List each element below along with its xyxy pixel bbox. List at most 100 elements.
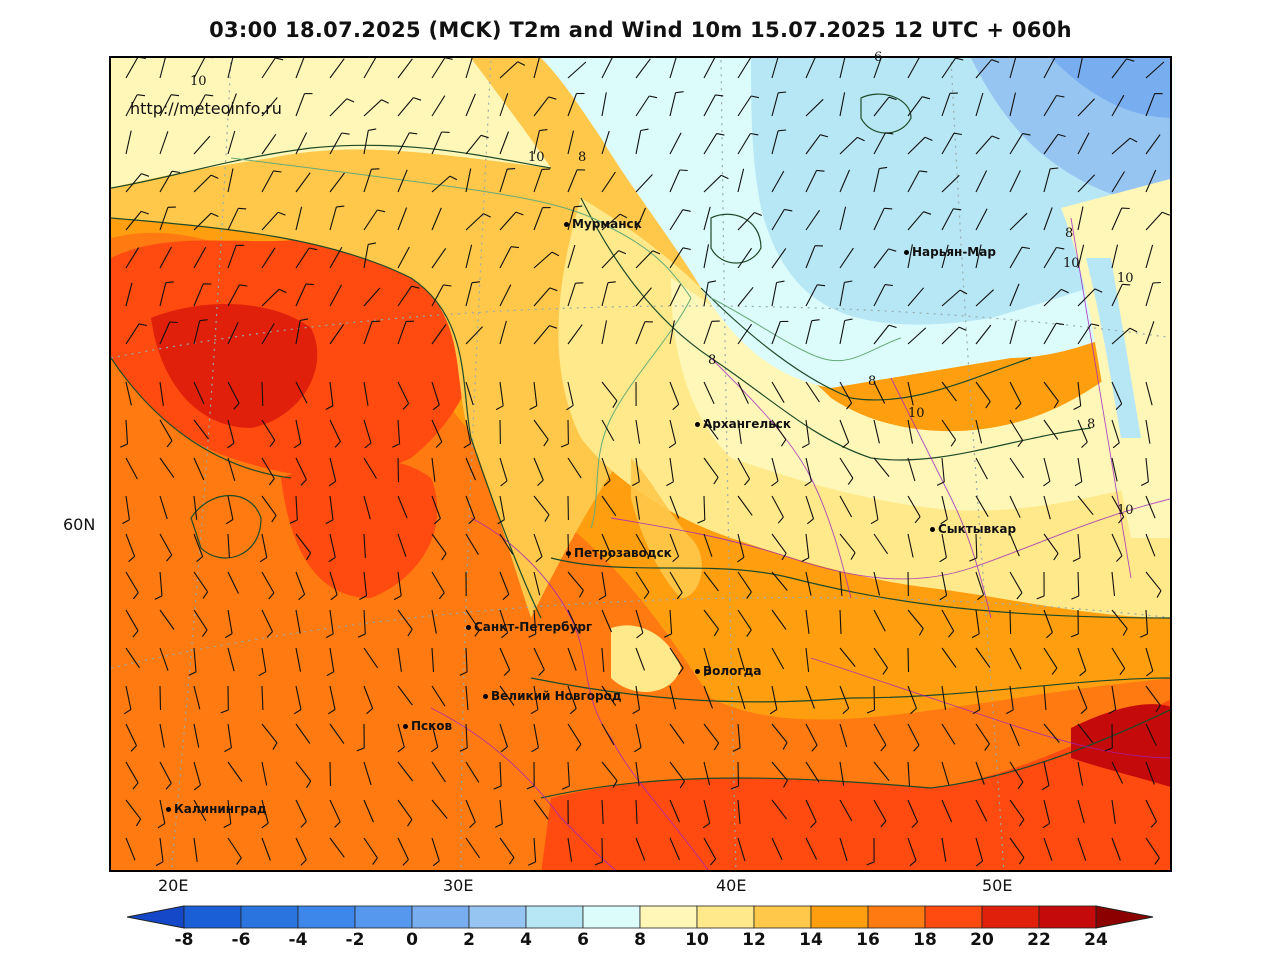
wind-barb <box>329 571 338 596</box>
wind-barb <box>431 247 447 269</box>
city-marker[interactable]: Сыктывкар <box>930 522 1016 536</box>
wind-barb <box>839 247 854 269</box>
wind-barb-flag <box>236 857 242 865</box>
wind-barb <box>1043 723 1060 743</box>
wind-barb <box>1009 495 1021 518</box>
wind-barb-flag <box>746 629 752 637</box>
wind-barb <box>907 381 914 406</box>
wind-barb-flag <box>1056 94 1065 98</box>
wind-barb <box>737 837 746 862</box>
wind-barb-flag <box>432 404 440 411</box>
wind-barb <box>431 761 446 783</box>
wind-barb <box>703 282 709 307</box>
colorbar-swatch <box>297 905 356 929</box>
wind-barb <box>873 495 879 520</box>
wind-barb <box>1077 685 1088 709</box>
wind-barb <box>329 132 343 155</box>
wind-barb <box>1077 174 1096 193</box>
wind-barb-flag <box>438 592 445 600</box>
wind-barb <box>1111 137 1131 155</box>
wind-barb-flag <box>443 284 452 287</box>
wind-barb <box>499 647 511 671</box>
wind-barb <box>465 837 481 859</box>
wind-barb-flag <box>918 628 924 636</box>
wind-barb <box>703 647 712 672</box>
wind-barb-flag <box>210 212 219 218</box>
wind-barb-flag <box>531 747 539 753</box>
city-marker[interactable]: Архангельск <box>695 417 791 431</box>
city-marker[interactable]: Нарьян-Мар <box>904 245 996 259</box>
wind-barb <box>737 212 755 231</box>
wind-barb-flag <box>668 442 676 449</box>
wind-barb <box>397 419 401 444</box>
wind-barb <box>363 761 372 786</box>
temperature-contours <box>111 93 1170 799</box>
wind-barb-flag <box>366 707 373 715</box>
weather-map[interactable]: http://meteoinfo.ru <box>109 56 1172 872</box>
wind-barb-flag <box>1018 819 1025 827</box>
city-marker[interactable]: Санкт-Петербург <box>466 620 592 634</box>
wind-barb <box>703 133 718 155</box>
wind-barb-flag <box>1071 595 1080 600</box>
city-marker[interactable]: Калининград <box>166 802 267 816</box>
wind-barb-flag <box>975 860 983 867</box>
wind-barb <box>1009 761 1024 783</box>
wind-barb <box>907 457 916 482</box>
wind-barb <box>1043 647 1058 669</box>
wind-barb <box>1111 171 1125 193</box>
wind-barb <box>1111 284 1123 307</box>
wind-barb <box>873 381 886 404</box>
city-marker[interactable]: Петрозаводск <box>566 546 672 560</box>
wind-barb <box>907 533 914 558</box>
wind-barb <box>125 647 140 669</box>
wind-barb-flag <box>643 591 650 600</box>
city-name: Петрозаводск <box>574 546 672 560</box>
wind-barb-flag <box>199 319 208 322</box>
wind-barb <box>363 244 369 269</box>
wind-barb <box>533 457 544 481</box>
city-marker[interactable]: Псков <box>403 719 452 733</box>
wind-barb-flag <box>632 709 640 715</box>
city-marker[interactable]: Вологда <box>695 664 761 678</box>
wind-barb <box>295 685 302 710</box>
wind-barb <box>737 323 753 345</box>
wind-barb <box>295 799 307 822</box>
wind-barb <box>941 495 948 520</box>
wind-barb <box>669 58 677 79</box>
wind-barb <box>329 323 345 345</box>
wind-barb <box>941 132 955 155</box>
wind-barb-flag <box>528 861 536 866</box>
wind-barb <box>1009 799 1025 820</box>
wind-barb <box>941 381 957 402</box>
wind-barb-flag <box>1022 133 1031 136</box>
wind-barb-flag <box>991 59 1000 63</box>
colorbar-tick-label: 12 <box>742 930 766 950</box>
wind-barb <box>227 837 242 859</box>
wind-barb <box>431 381 440 406</box>
source-url[interactable]: http://meteoinfo.ru <box>130 99 282 118</box>
wind-barb-flag <box>914 516 921 524</box>
wind-barb-flag <box>569 708 577 715</box>
wind-barb <box>873 58 882 79</box>
wind-barb <box>295 571 306 595</box>
wind-barb <box>125 533 136 557</box>
wind-barb-flag <box>502 593 510 601</box>
wind-barb <box>941 723 956 745</box>
wind-barb-flag <box>612 780 618 788</box>
wind-barb-flag <box>501 632 508 639</box>
wind-barb <box>329 685 336 710</box>
wind-barb-flag <box>409 132 418 135</box>
wind-barb <box>669 419 677 444</box>
wind-barb <box>601 609 613 633</box>
wind-barb <box>839 533 856 554</box>
wind-barb <box>839 169 851 193</box>
wind-barb <box>193 685 201 710</box>
colorbar-swatch <box>924 905 983 929</box>
wind-barb-flag <box>806 518 814 525</box>
wind-barb <box>499 609 509 633</box>
city-marker[interactable]: Великий Новгород <box>483 689 622 703</box>
wind-barb <box>839 723 848 748</box>
wind-barb <box>907 799 919 823</box>
wind-barb <box>601 647 605 672</box>
city-marker[interactable]: Мурманск <box>564 217 642 231</box>
